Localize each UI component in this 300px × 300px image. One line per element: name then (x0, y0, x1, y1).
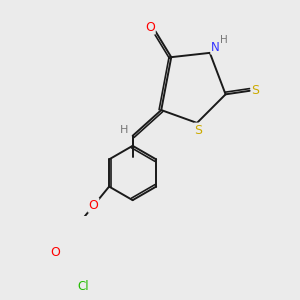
Text: O: O (145, 21, 155, 34)
Text: O: O (88, 199, 98, 212)
Text: Cl: Cl (77, 280, 88, 293)
Text: H: H (220, 35, 228, 45)
Text: S: S (194, 124, 202, 136)
Text: N: N (211, 40, 220, 54)
Text: S: S (252, 84, 260, 97)
Text: O: O (50, 246, 60, 259)
Text: H: H (120, 125, 128, 135)
